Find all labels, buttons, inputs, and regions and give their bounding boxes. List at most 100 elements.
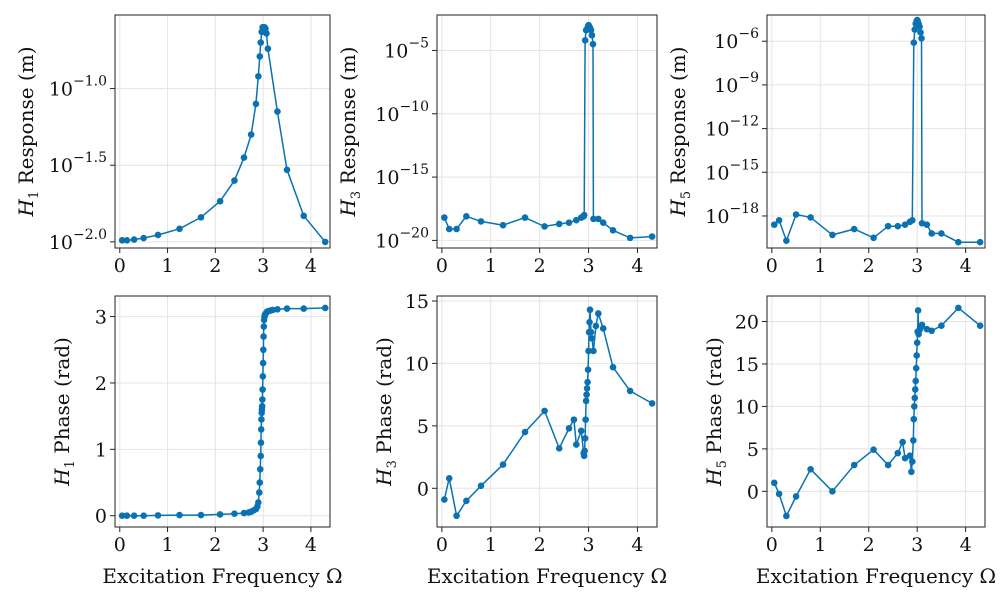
data-point xyxy=(906,452,914,459)
data-point xyxy=(477,482,485,490)
y-tick-label: 10−6 xyxy=(714,26,759,53)
data-point xyxy=(256,465,264,473)
y-tick-label: 10−10 xyxy=(375,99,429,126)
plot-frame xyxy=(436,295,658,528)
tick-base: 10 xyxy=(714,75,738,97)
y-axis-title-symbol: H xyxy=(666,199,690,218)
data-point xyxy=(255,73,262,80)
plot-frame xyxy=(766,14,986,249)
plot-frame xyxy=(436,14,658,249)
data-point xyxy=(580,452,588,460)
data-point xyxy=(581,447,588,455)
y-axis-title-symbol: H xyxy=(50,468,74,487)
data-point xyxy=(911,394,919,402)
data-point xyxy=(565,219,573,226)
tick-base: 10 xyxy=(375,104,399,126)
data-point xyxy=(259,396,266,403)
data-point xyxy=(599,219,607,226)
data-point xyxy=(197,214,205,221)
y-axis-title-subscript: 5 xyxy=(715,460,730,468)
y-axis-title: H1 Response (m) xyxy=(14,46,42,217)
panels: 0 1 2 3 410−1.010−1.510−2.0H1 Response (m)0 1… xyxy=(14,14,996,588)
data-point xyxy=(176,225,183,233)
y-tick-label: 5 xyxy=(747,439,759,461)
data-point xyxy=(130,512,138,520)
plot-frame xyxy=(766,295,986,528)
data-point xyxy=(912,364,920,372)
x-tick-label: 3 xyxy=(257,534,269,556)
data-point xyxy=(260,333,267,340)
data-point xyxy=(123,237,131,244)
y-tick-label: 10−2.0 xyxy=(49,227,107,254)
x-axis-ticks: 0 1 2 3 4 xyxy=(114,248,317,277)
y-tick-label: 10−5 xyxy=(384,35,429,62)
y-axis-title-subscript: 1 xyxy=(63,460,78,468)
data-point xyxy=(884,461,892,469)
data-point xyxy=(916,23,923,30)
data-point xyxy=(584,378,591,386)
grid xyxy=(767,296,985,527)
data-point xyxy=(441,214,448,221)
y-axis-title-text: Response (m) xyxy=(666,46,690,190)
data-point xyxy=(581,37,589,44)
data-point xyxy=(587,26,595,34)
data-point xyxy=(260,323,268,330)
data-point xyxy=(894,449,902,457)
data-point xyxy=(541,223,548,230)
tick-exponent: −18 xyxy=(729,201,759,217)
x-tick-label: 2 xyxy=(209,534,221,556)
data-point xyxy=(256,479,264,486)
y-tick-label: 5 xyxy=(417,416,429,438)
data-point xyxy=(792,493,800,500)
data-point xyxy=(577,427,585,435)
data-point xyxy=(264,45,272,53)
series-line xyxy=(443,309,653,518)
data-point xyxy=(899,438,906,446)
y-axis-title: H3 Response (m) xyxy=(336,46,364,217)
data-point xyxy=(901,454,909,462)
data-point xyxy=(541,407,548,415)
x-tick-label: 2 xyxy=(863,255,875,277)
data-point xyxy=(626,387,634,395)
data-point xyxy=(917,29,924,36)
grid xyxy=(115,296,330,527)
data-point xyxy=(910,403,918,410)
tick-exponent: −15 xyxy=(399,162,429,178)
x-tick-label: 1 xyxy=(485,255,497,277)
data-point xyxy=(583,385,591,392)
y-tick-label: 10−18 xyxy=(705,201,759,228)
series-line xyxy=(122,26,326,243)
x-tick-label: 2 xyxy=(863,534,875,556)
data-point xyxy=(585,347,592,355)
data-point xyxy=(910,415,918,423)
data-point xyxy=(263,30,270,37)
data-point xyxy=(918,35,925,42)
x-tick-label: 4 xyxy=(631,534,643,556)
x-tick-label: 1 xyxy=(162,255,174,277)
y-tick-label: 20 xyxy=(735,311,759,333)
data-point xyxy=(913,352,920,359)
x-tick-label: 0 xyxy=(114,255,126,277)
data-point xyxy=(573,216,580,224)
data-point xyxy=(231,510,238,518)
data-point xyxy=(586,318,593,326)
data-point xyxy=(595,215,602,223)
data-point xyxy=(441,496,448,503)
y-tick-label: 0 xyxy=(747,481,759,503)
y-axis-title-text: Phase (rad) xyxy=(50,337,74,460)
data-point xyxy=(581,435,589,442)
series-line xyxy=(773,306,981,518)
grid xyxy=(767,15,985,248)
data-point xyxy=(140,512,147,520)
data-point xyxy=(918,321,926,329)
data-point xyxy=(909,217,916,224)
y-tick-label: 10−12 xyxy=(705,114,759,141)
data-point xyxy=(938,230,945,237)
data-point xyxy=(870,234,877,242)
data-point xyxy=(130,236,138,243)
data-point xyxy=(770,479,778,487)
x-axis-ticks: 0 1 2 3 4 xyxy=(114,527,317,556)
data-point xyxy=(499,461,507,468)
